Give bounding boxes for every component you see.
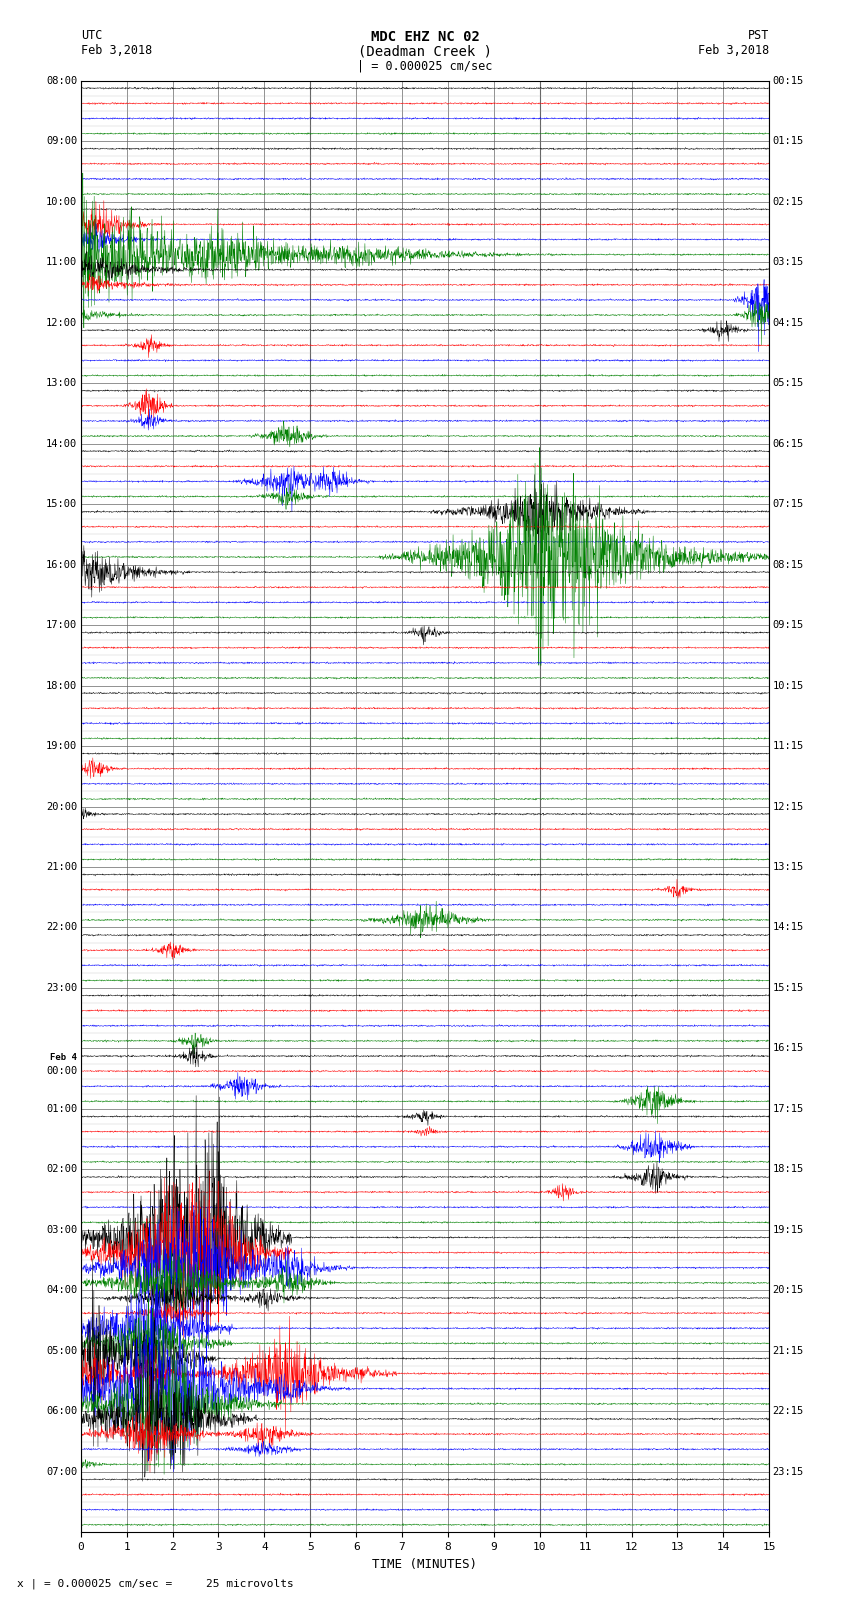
Text: PST: PST xyxy=(748,29,769,42)
Text: 13:00: 13:00 xyxy=(46,377,77,389)
Text: 09:00: 09:00 xyxy=(46,135,77,147)
Text: Feb 3,2018: Feb 3,2018 xyxy=(698,44,769,56)
Text: 22:15: 22:15 xyxy=(773,1407,804,1416)
Text: 11:15: 11:15 xyxy=(773,740,804,752)
Text: 15:00: 15:00 xyxy=(46,498,77,510)
Text: 00:00: 00:00 xyxy=(46,1066,77,1076)
Text: 08:15: 08:15 xyxy=(773,560,804,569)
Text: 19:15: 19:15 xyxy=(773,1224,804,1236)
Text: 03:00: 03:00 xyxy=(46,1224,77,1236)
Text: Feb 4: Feb 4 xyxy=(50,1053,77,1061)
Text: Feb 3,2018: Feb 3,2018 xyxy=(81,44,152,56)
Text: 10:15: 10:15 xyxy=(773,681,804,690)
Text: MDC EHZ NC 02: MDC EHZ NC 02 xyxy=(371,31,479,44)
Text: 16:15: 16:15 xyxy=(773,1044,804,1053)
Text: 14:15: 14:15 xyxy=(773,923,804,932)
Text: 13:15: 13:15 xyxy=(773,861,804,873)
Text: 01:00: 01:00 xyxy=(46,1103,77,1115)
Text: 06:15: 06:15 xyxy=(773,439,804,448)
Text: 17:00: 17:00 xyxy=(46,619,77,631)
X-axis label: TIME (MINUTES): TIME (MINUTES) xyxy=(372,1558,478,1571)
Text: UTC: UTC xyxy=(81,29,102,42)
Text: 18:15: 18:15 xyxy=(773,1165,804,1174)
Text: 20:00: 20:00 xyxy=(46,802,77,811)
Text: 05:00: 05:00 xyxy=(46,1345,77,1357)
Text: 01:15: 01:15 xyxy=(773,135,804,147)
Text: 02:15: 02:15 xyxy=(773,197,804,206)
Text: 18:00: 18:00 xyxy=(46,681,77,690)
Text: 00:15: 00:15 xyxy=(773,76,804,85)
Text: 23:00: 23:00 xyxy=(46,982,77,994)
Text: 07:15: 07:15 xyxy=(773,498,804,510)
Text: 09:15: 09:15 xyxy=(773,619,804,631)
Text: 06:00: 06:00 xyxy=(46,1407,77,1416)
Text: 19:00: 19:00 xyxy=(46,740,77,752)
Text: 04:15: 04:15 xyxy=(773,318,804,327)
Text: 08:00: 08:00 xyxy=(46,76,77,85)
Text: | = 0.000025 cm/sec: | = 0.000025 cm/sec xyxy=(357,60,493,73)
Text: 20:15: 20:15 xyxy=(773,1286,804,1295)
Text: 05:15: 05:15 xyxy=(773,377,804,389)
Text: 21:00: 21:00 xyxy=(46,861,77,873)
Text: 02:00: 02:00 xyxy=(46,1165,77,1174)
Text: 11:00: 11:00 xyxy=(46,256,77,268)
Text: 12:15: 12:15 xyxy=(773,802,804,811)
Text: 12:00: 12:00 xyxy=(46,318,77,327)
Text: 04:00: 04:00 xyxy=(46,1286,77,1295)
Text: 23:15: 23:15 xyxy=(773,1466,804,1478)
Text: 14:00: 14:00 xyxy=(46,439,77,448)
Text: 22:00: 22:00 xyxy=(46,923,77,932)
Text: 07:00: 07:00 xyxy=(46,1466,77,1478)
Text: 17:15: 17:15 xyxy=(773,1103,804,1115)
Text: 16:00: 16:00 xyxy=(46,560,77,569)
Text: (Deadman Creek ): (Deadman Creek ) xyxy=(358,45,492,58)
Text: 10:00: 10:00 xyxy=(46,197,77,206)
Text: 03:15: 03:15 xyxy=(773,256,804,268)
Text: 21:15: 21:15 xyxy=(773,1345,804,1357)
Text: x | = 0.000025 cm/sec =     25 microvolts: x | = 0.000025 cm/sec = 25 microvolts xyxy=(17,1579,294,1589)
Text: 15:15: 15:15 xyxy=(773,982,804,994)
